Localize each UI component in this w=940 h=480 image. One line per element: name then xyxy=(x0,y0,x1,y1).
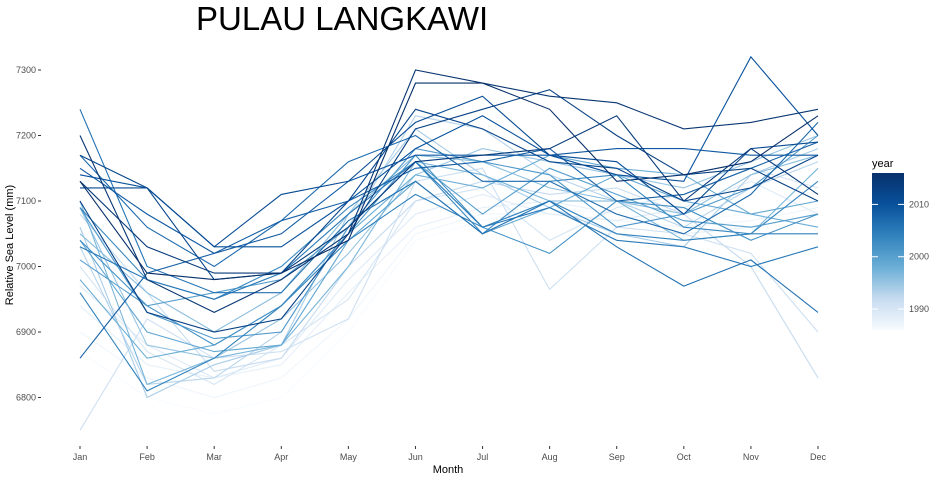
x-axis: Jan Feb Mar Apr May Jun Jul Aug Sep Oct Nov Dec xyxy=(73,446,827,462)
y-axis-label: Relative Sea Level (mm) xyxy=(4,185,16,305)
series-line-2006 xyxy=(79,109,819,313)
series-line-2009 xyxy=(79,148,818,254)
series-line-2015 xyxy=(79,69,819,314)
series-line-1986 xyxy=(79,200,819,415)
series-line-1991 xyxy=(79,167,819,431)
series-line-2008 xyxy=(79,141,819,359)
x-tick-label: Sep xyxy=(609,452,625,462)
legend-tick-label: 2010 xyxy=(909,199,929,209)
series-line-2001 xyxy=(79,135,819,340)
series-line-2005 xyxy=(79,160,819,300)
y-tick-label: 7100 xyxy=(16,196,36,206)
x-axis-label: Month xyxy=(433,464,464,476)
x-tick-label: Dec xyxy=(810,452,827,462)
series-line-2014 xyxy=(79,115,819,274)
series-line-1995 xyxy=(79,134,819,359)
series-line-1998 xyxy=(79,154,819,359)
y-tick-label: 6800 xyxy=(16,393,36,403)
series-line-2016 xyxy=(79,82,819,281)
legend-tick-label: 1990 xyxy=(909,304,929,314)
x-tick-label: Apr xyxy=(274,452,288,462)
x-tick-label: Jun xyxy=(408,452,423,462)
legend-ticks: 1990 2000 2010 xyxy=(872,199,929,314)
y-tick-label: 7300 xyxy=(16,65,36,75)
y-axis: 6800 6900 7000 7100 7200 7300 xyxy=(16,65,41,403)
x-tick-label: Nov xyxy=(743,452,760,462)
y-tick-label: 7200 xyxy=(16,131,36,141)
legend-title: year xyxy=(872,158,894,170)
y-tick-label: 6900 xyxy=(16,327,36,337)
legend: year 1990 2000 2010 xyxy=(872,158,929,330)
x-tick-label: Feb xyxy=(139,452,155,462)
series-line-2011 xyxy=(80,95,819,248)
x-tick-label: Oct xyxy=(677,452,692,462)
y-tick-label: 7000 xyxy=(16,262,36,272)
series-line-2004 xyxy=(79,193,818,392)
series-lines xyxy=(79,55,819,431)
legend-colorbar xyxy=(872,173,904,330)
series-line-2002 xyxy=(79,154,819,346)
x-tick-label: Mar xyxy=(206,452,222,462)
x-tick-label: Jul xyxy=(477,452,489,462)
series-line-2013 xyxy=(79,89,819,333)
series-line-1988 xyxy=(79,200,819,379)
series-line-1994 xyxy=(79,128,819,399)
x-tick-label: May xyxy=(340,452,358,462)
legend-tick-label: 2000 xyxy=(909,252,929,262)
x-tick-label: Aug xyxy=(542,452,558,462)
x-tick-label: Jan xyxy=(73,452,88,462)
chart-title: PULAU LANGKAWI xyxy=(196,0,488,37)
series-line-1987 xyxy=(79,207,819,399)
series-line-2000 xyxy=(79,160,819,307)
series-line-1993 xyxy=(79,115,819,385)
